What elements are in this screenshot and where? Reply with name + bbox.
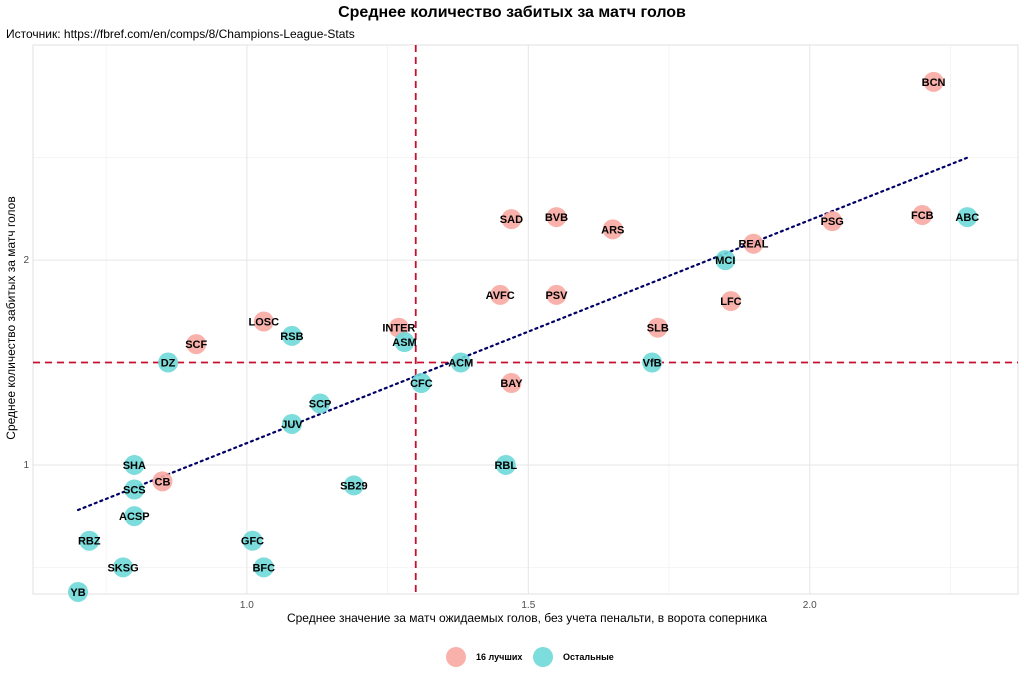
point-bay bbox=[501, 373, 522, 394]
point-sha bbox=[124, 454, 145, 475]
point-label-yb: YB bbox=[70, 587, 85, 599]
point-juv bbox=[281, 413, 302, 434]
point-label-avfc: AVFC bbox=[486, 290, 515, 302]
axis-ticks: 1.0 1.5 2.0 1 2 bbox=[23, 255, 817, 611]
point-slb bbox=[647, 317, 668, 338]
point-label-sha: SHA bbox=[123, 460, 146, 472]
point-losc bbox=[253, 311, 274, 332]
point-sad bbox=[501, 209, 522, 230]
point-label-bvb: BVB bbox=[545, 212, 568, 224]
legend-swatch-0 bbox=[446, 647, 466, 667]
point-scf bbox=[186, 334, 207, 355]
point-mci bbox=[715, 250, 736, 271]
x-tick-label: 1.5 bbox=[521, 600, 535, 611]
point-label-psg: PSG bbox=[821, 216, 844, 228]
point-bvb bbox=[546, 207, 567, 228]
point-lfc bbox=[720, 291, 741, 312]
reference-lines bbox=[33, 45, 1018, 594]
point-label-cfc: CFC bbox=[410, 378, 433, 390]
point-ars bbox=[602, 219, 623, 240]
point-bfc bbox=[253, 557, 274, 578]
point-label-mci: MCI bbox=[715, 255, 735, 267]
point-avfc bbox=[490, 284, 511, 305]
point-real bbox=[743, 233, 764, 254]
point-psv bbox=[546, 284, 567, 305]
legend-label-0: 16 лучших bbox=[476, 652, 522, 662]
point-label-gfc: GFC bbox=[241, 536, 264, 548]
point-cb bbox=[152, 471, 173, 492]
point-acm bbox=[450, 352, 471, 373]
legend-label-1: Остальные bbox=[563, 652, 614, 662]
point-label-acm: ACM bbox=[448, 358, 473, 370]
point-acsp bbox=[124, 506, 145, 527]
point-label-sad: SAD bbox=[500, 214, 523, 226]
point-dz bbox=[158, 352, 179, 373]
point-label-rbl: RBL bbox=[494, 460, 517, 472]
point-label-rsb: RSB bbox=[280, 331, 303, 343]
grid-lines bbox=[32, 44, 1019, 595]
point-label-scp: SCP bbox=[309, 398, 332, 410]
x-tick-label: 2.0 bbox=[803, 600, 817, 611]
point-yb bbox=[68, 581, 89, 602]
point-label-scs: SCS bbox=[123, 485, 146, 497]
point-label-rbz: RBZ bbox=[78, 536, 101, 548]
point-label-vfb: VfB bbox=[643, 358, 662, 370]
point-label-dz: DZ bbox=[161, 358, 176, 370]
point-rbz bbox=[79, 530, 100, 551]
point-scs bbox=[124, 479, 145, 500]
y-tick-label: 1 bbox=[23, 460, 29, 471]
point-psg bbox=[822, 211, 843, 232]
point-label-cb: CB bbox=[155, 476, 171, 488]
point-label-bcn: BCN bbox=[922, 77, 946, 89]
chart-title: Среднее количество забитых за матч голов bbox=[338, 4, 686, 21]
point-label-abc: ABC bbox=[955, 212, 979, 224]
trend-line bbox=[76, 156, 969, 512]
point-label-scf: SCF bbox=[185, 339, 207, 351]
point-sksg bbox=[113, 557, 134, 578]
data-points bbox=[68, 71, 978, 602]
point-scp bbox=[310, 393, 331, 414]
point-label-bay: BAY bbox=[500, 378, 523, 390]
point-label-slb: SLB bbox=[647, 323, 669, 335]
legend-swatch-1 bbox=[533, 647, 553, 667]
y-tick-label: 2 bbox=[23, 255, 29, 266]
x-axis-label: Среднее значение за матч ожидаемых голов… bbox=[287, 611, 767, 625]
legend: 16 лучших Остальные bbox=[446, 647, 614, 667]
point-label-psv: PSV bbox=[545, 290, 568, 302]
plot-border bbox=[32, 44, 1019, 595]
point-label-acsp: ACSP bbox=[119, 511, 150, 523]
point-vfb bbox=[642, 352, 663, 373]
point-label-real: REAL bbox=[738, 239, 768, 251]
point-label-juv: JUV bbox=[281, 419, 303, 431]
point-label-fcb: FCB bbox=[911, 210, 934, 222]
point-rsb bbox=[281, 325, 302, 346]
point-label-lfc: LFC bbox=[720, 296, 741, 308]
point-label-sb29: SB29 bbox=[340, 480, 368, 492]
point-abc bbox=[957, 207, 978, 228]
point-rbl bbox=[495, 454, 516, 475]
point-gfc bbox=[242, 530, 263, 551]
x-tick-label: 1.0 bbox=[240, 600, 254, 611]
point-asm bbox=[394, 332, 415, 353]
chart-caption: Источник: https://fbref.com/en/comps/8/C… bbox=[6, 27, 355, 41]
point-label-asm: ASM bbox=[392, 337, 416, 349]
point-label-sksg: SKSG bbox=[107, 562, 138, 574]
point-bcn bbox=[923, 71, 944, 92]
point-sb29 bbox=[343, 475, 364, 496]
regression-trend-line bbox=[76, 156, 969, 512]
point-label-bfc: BFC bbox=[252, 562, 275, 574]
point-label-losc: LOSC bbox=[248, 317, 279, 329]
y-axis-label: Среднее количество забитых за матч голов bbox=[4, 196, 18, 439]
point-cfc bbox=[411, 373, 432, 394]
point-fcb bbox=[912, 205, 933, 226]
point-label-inter: INTER bbox=[382, 323, 415, 335]
point-label-ars: ARS bbox=[601, 224, 624, 236]
